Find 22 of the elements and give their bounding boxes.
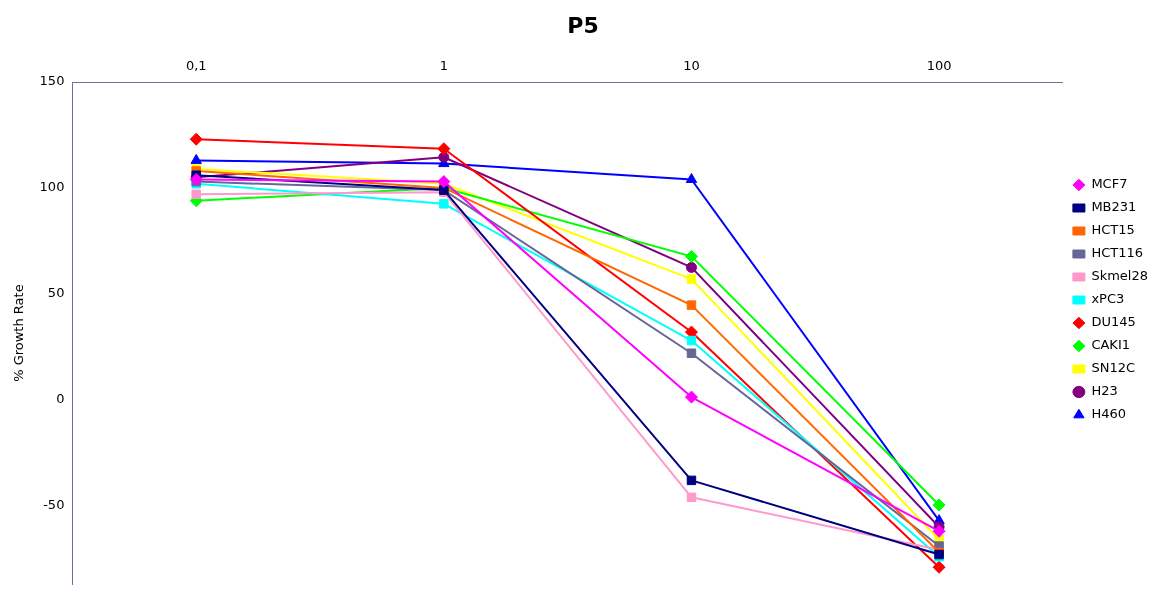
y-tick-label: 0 [56, 391, 65, 407]
legend-label: MCF7 [1091, 176, 1128, 192]
x-tick-label: 0,1 [185, 57, 207, 73]
x-tick-label: 1 [439, 57, 448, 73]
y-axis-title: % Growth Rate [11, 284, 27, 382]
legend-label: DU145 [1091, 314, 1136, 330]
y-tick-label: 150 [39, 73, 65, 89]
x-tick-label: 100 [926, 57, 952, 73]
legend-label: xPC3 [1091, 291, 1125, 307]
y-tick-label: 50 [47, 285, 65, 301]
legend-label: H23 [1091, 383, 1118, 399]
x-tick-label: 10 [683, 57, 700, 73]
legend-label: Skmel28 [1091, 268, 1149, 284]
legend-label: CAKI1 [1091, 337, 1131, 353]
y-tick-label: -50 [43, 497, 65, 513]
legend-label: HCT116 [1091, 245, 1144, 261]
legend-label: SN12C [1091, 360, 1136, 376]
legend-label: HCT15 [1091, 222, 1135, 238]
y-tick-label: 100 [39, 179, 65, 195]
legend-label: MB231 [1091, 199, 1137, 215]
legend-label: H460 [1091, 406, 1126, 422]
chart-title: P5 [567, 12, 599, 38]
